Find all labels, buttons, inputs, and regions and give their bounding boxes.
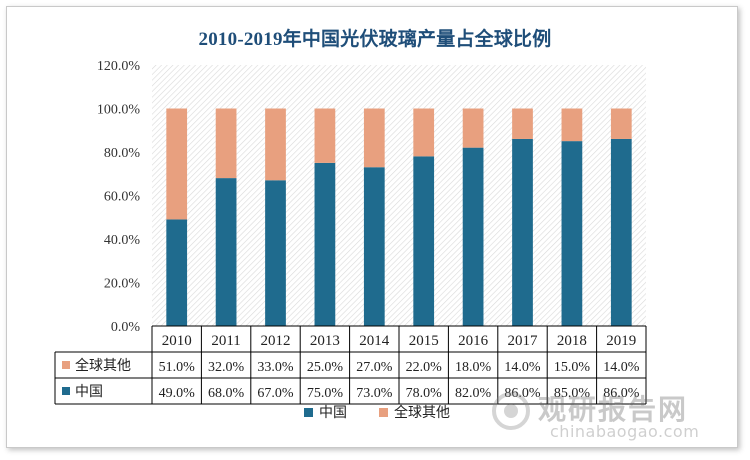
x-tick-label: 2010 bbox=[162, 333, 192, 349]
x-tick-label: 2014 bbox=[359, 333, 390, 349]
table-series-label: 全球其他 bbox=[75, 357, 131, 374]
data-label: 22.0% bbox=[406, 360, 443, 375]
legend-key bbox=[379, 408, 388, 417]
bar-china bbox=[363, 167, 385, 326]
data-label: 86.0% bbox=[603, 386, 640, 401]
x-tick-label: 2017 bbox=[508, 333, 539, 349]
data-label: 27.0% bbox=[356, 360, 393, 375]
data-label: 18.0% bbox=[455, 360, 492, 375]
data-label: 68.0% bbox=[208, 386, 245, 401]
bar-rest-of-world bbox=[215, 108, 237, 179]
data-label: 49.0% bbox=[159, 386, 196, 401]
data-label: 15.0% bbox=[554, 360, 591, 375]
data-label: 14.0% bbox=[504, 360, 541, 375]
data-label: 33.0% bbox=[257, 360, 294, 375]
bar-rest-of-world bbox=[265, 108, 286, 181]
legend-label: 中国 bbox=[319, 405, 347, 421]
table-series-label: 中国 bbox=[75, 384, 103, 400]
y-tick-label: 120.0% bbox=[97, 59, 141, 74]
x-tick-label: 2019 bbox=[606, 333, 636, 349]
bar-china bbox=[314, 162, 336, 326]
legend-key bbox=[304, 408, 313, 417]
bar-china bbox=[512, 138, 533, 326]
x-tick-label: 2012 bbox=[261, 333, 291, 349]
bar-china bbox=[215, 178, 237, 326]
y-tick-label: 60.0% bbox=[104, 190, 141, 205]
y-tick-label: 80.0% bbox=[104, 146, 141, 161]
y-tick-label: 20.0% bbox=[104, 277, 141, 292]
x-tick-label: 2015 bbox=[409, 333, 439, 349]
data-label: 82.0% bbox=[455, 386, 492, 401]
data-label: 67.0% bbox=[257, 386, 294, 401]
y-tick-label: 0.0% bbox=[111, 320, 141, 335]
bar-china bbox=[462, 147, 484, 326]
data-label: 32.0% bbox=[208, 360, 245, 375]
data-label: 78.0% bbox=[406, 386, 443, 401]
bar-rest-of-world bbox=[314, 108, 336, 163]
bar-china bbox=[166, 219, 188, 326]
y-tick-label: 100.0% bbox=[97, 103, 141, 118]
legend-label: 全球其他 bbox=[394, 404, 450, 421]
table-legend-key bbox=[62, 361, 70, 369]
table-legend-key bbox=[62, 387, 70, 395]
x-tick-label: 2013 bbox=[310, 333, 340, 349]
bar-china bbox=[610, 138, 632, 326]
bar-rest-of-world bbox=[363, 108, 385, 168]
x-tick-label: 2018 bbox=[557, 333, 587, 349]
bar-china bbox=[265, 180, 286, 326]
x-tick-label: 2011 bbox=[211, 333, 240, 349]
data-label: 86.0% bbox=[504, 386, 541, 401]
x-tick-label: 2016 bbox=[458, 333, 489, 349]
bar-rest-of-world bbox=[610, 108, 632, 139]
bar-rest-of-world bbox=[166, 108, 188, 220]
data-label: 75.0% bbox=[307, 386, 344, 401]
bar-rest-of-world bbox=[462, 108, 484, 148]
bar-rest-of-world bbox=[561, 108, 583, 142]
bar-rest-of-world bbox=[512, 108, 533, 139]
bar-china bbox=[561, 141, 583, 326]
data-label: 25.0% bbox=[307, 360, 344, 375]
y-tick-label: 40.0% bbox=[104, 233, 141, 248]
data-label: 85.0% bbox=[554, 386, 591, 401]
data-label: 51.0% bbox=[159, 360, 196, 375]
chart-title: 2010-2019年中国光伏玻璃产量占全球比例 bbox=[198, 29, 552, 50]
bar-rest-of-world bbox=[413, 108, 435, 157]
bar-china bbox=[413, 156, 435, 326]
data-label: 14.0% bbox=[603, 360, 640, 375]
data-label: 73.0% bbox=[356, 386, 393, 401]
